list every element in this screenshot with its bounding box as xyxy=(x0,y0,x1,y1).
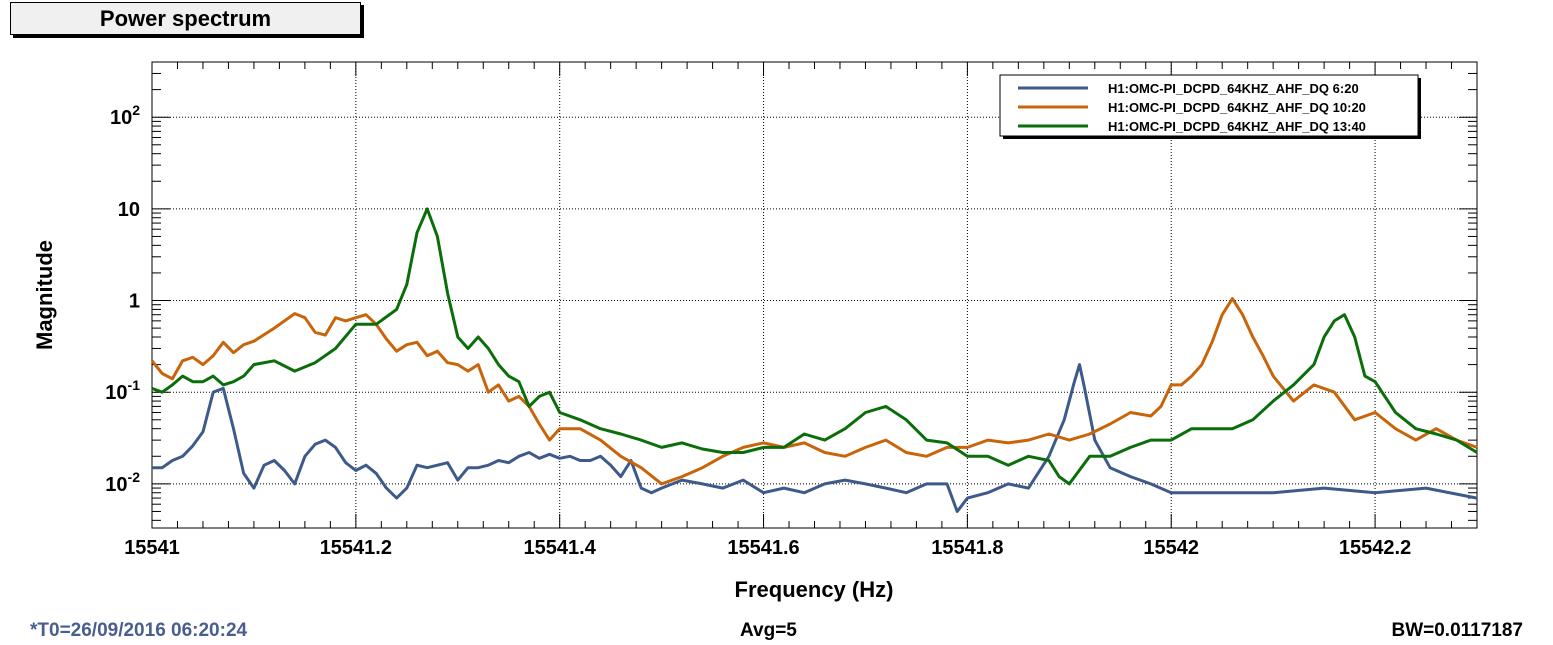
y-tick-exponent: 2 xyxy=(132,102,140,118)
y-tick-base: 10 xyxy=(105,382,127,404)
y-tick-label: 10-1 xyxy=(105,377,140,404)
y-tick-label: 10-2 xyxy=(105,469,140,496)
y-tick-base: 10 xyxy=(110,107,132,129)
legend-label-1: H1:OMC-PI_DCPD_64KHZ_AHF_DQ 6:20 xyxy=(1108,81,1359,96)
y-tick-label: 1 xyxy=(129,291,140,313)
legend: H1:OMC-PI_DCPD_64KHZ_AHF_DQ 6:20 H1:OMC-P… xyxy=(999,74,1421,139)
legend-label-2: H1:OMC-PI_DCPD_64KHZ_AHF_DQ 10:20 xyxy=(1108,100,1366,115)
plot-title: Power spectrum xyxy=(10,2,361,35)
x-axis-title: Frequency (Hz) xyxy=(735,577,894,602)
x-tick-label: 15541.2 xyxy=(320,537,392,559)
y-tick-base: 1 xyxy=(129,291,140,313)
series-line-3 xyxy=(151,207,1478,486)
series-line-2 xyxy=(150,297,1478,486)
bandwidth: BW=0.0117187 xyxy=(1391,620,1523,641)
y-tick-label: 10 xyxy=(118,199,140,221)
x-tick-label: 15542 xyxy=(1143,537,1199,559)
y-axis-title: Magnitude xyxy=(32,240,57,350)
y-tick-exponent: -1 xyxy=(128,377,141,393)
y-tick-exponent: -2 xyxy=(128,469,141,485)
data-series xyxy=(150,207,1478,513)
x-tick-label: 15542.2 xyxy=(1339,537,1411,559)
series-line-1 xyxy=(152,363,1478,513)
y-tick-base: 10 xyxy=(105,474,127,496)
y-tick-base: 10 xyxy=(118,199,140,221)
x-tick-label: 15541.6 xyxy=(727,537,799,559)
reference-time: *T0=26/09/2016 06:20:24 xyxy=(30,620,248,641)
y-tick-label: 102 xyxy=(110,102,140,129)
x-tick-label: 15541.8 xyxy=(931,537,1003,559)
legend-label-3: H1:OMC-PI_DCPD_64KHZ_AHF_DQ 13:40 xyxy=(1108,119,1366,134)
x-tick-label: 15541 xyxy=(124,537,180,559)
axes: 15541 15541.2 15541.4 15541.6 15541.8 15542 15… xyxy=(105,61,1478,559)
x-tick-label: 15541.4 xyxy=(524,537,597,559)
average-count: Avg=5 xyxy=(740,620,797,641)
